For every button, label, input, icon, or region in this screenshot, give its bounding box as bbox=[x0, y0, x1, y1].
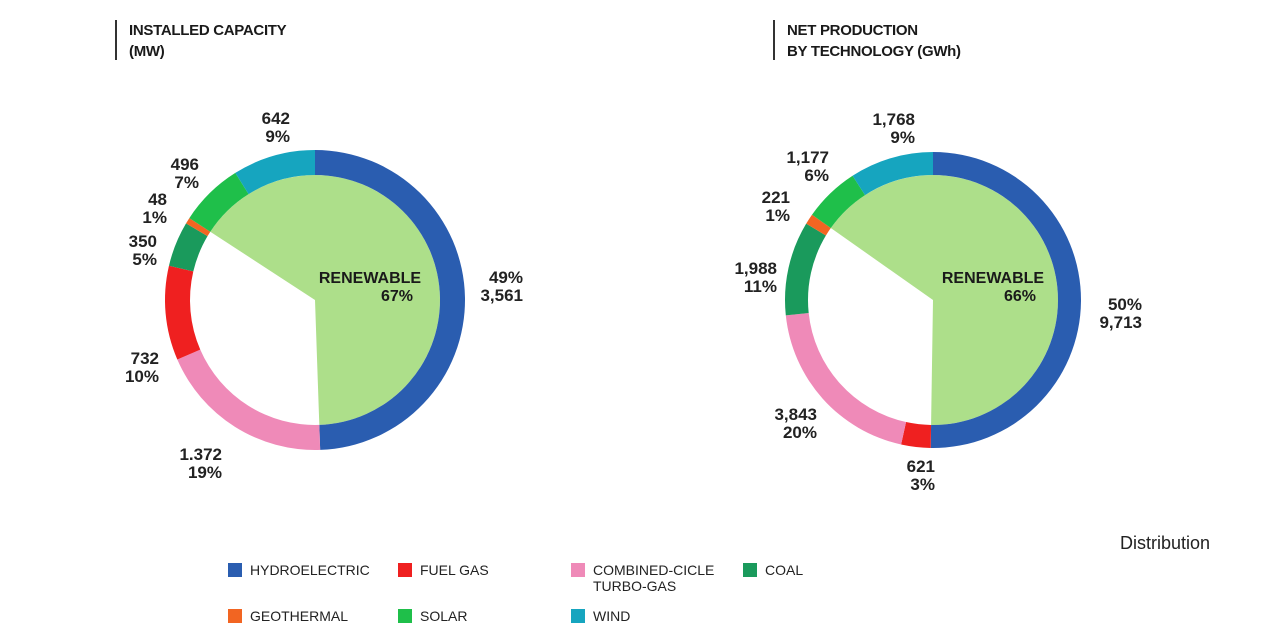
data-label-solar-percent: 7% bbox=[174, 173, 199, 192]
data-label-fuel-gas-value: 732 bbox=[131, 349, 159, 368]
ring-segment-hydroelectric bbox=[930, 152, 1081, 448]
legend-item-combined-cycle: COMBINED-CICLE TURBO-GAS bbox=[571, 562, 714, 594]
ring-segment-wind bbox=[235, 150, 315, 195]
legend-swatch bbox=[228, 563, 242, 577]
renewable-center-label: RENEWABLE bbox=[319, 270, 422, 287]
net-production-title-line1: NET PRODUCTION bbox=[787, 22, 918, 39]
renewable-center-value: 66% bbox=[1004, 288, 1036, 305]
data-label-coal-value: 350 bbox=[129, 232, 157, 251]
legend-swatch bbox=[398, 563, 412, 577]
renewable-center-value: 67% bbox=[381, 288, 413, 305]
data-label-geothermal-percent: 1% bbox=[142, 208, 167, 227]
data-label-wind-percent: 9% bbox=[890, 128, 915, 147]
data-label-solar-percent: 6% bbox=[804, 166, 829, 185]
data-label-wind-value: 642 bbox=[262, 109, 290, 128]
data-label-geothermal-value: 48 bbox=[148, 190, 167, 209]
data-label-solar-value: 496 bbox=[171, 155, 199, 174]
data-label-hydroelectric-value: 9,713 bbox=[1099, 313, 1142, 332]
legend-label: COMBINED-CICLE TURBO-GAS bbox=[593, 562, 715, 594]
ring-segment-solar bbox=[189, 172, 249, 232]
ring-segment-coal bbox=[168, 223, 208, 272]
data-label-fuel-gas-percent: 10% bbox=[125, 367, 159, 386]
legend-item-solar: SOLAR bbox=[398, 608, 467, 624]
legend-item-hydroelectric: HYDROELECTRIC bbox=[228, 562, 370, 578]
installed-capacity-title: INSTALLED CAPACITY (MW) bbox=[115, 20, 287, 60]
data-label-combined-cycle-percent: 20% bbox=[783, 423, 817, 442]
legend-swatch bbox=[228, 609, 242, 623]
ring-segment-combined-cycle bbox=[785, 313, 907, 445]
net-production-title-line2: BY TECHNOLOGY (GWh) bbox=[787, 43, 961, 60]
ring-segment-geothermal bbox=[186, 218, 211, 237]
data-label-solar-value: 1,177 bbox=[786, 148, 829, 167]
data-label-hydroelectric-percent: 50% bbox=[1108, 295, 1142, 314]
installed-capacity-title-line2: (MW) bbox=[129, 43, 165, 60]
renewable-inner-sector bbox=[830, 175, 1058, 425]
legend-swatch bbox=[743, 563, 757, 577]
data-label-wind-percent: 9% bbox=[265, 127, 290, 146]
data-label-coal-percent: 11% bbox=[744, 277, 777, 296]
legend-label: SOLAR bbox=[420, 608, 468, 624]
ring-segment-fuel-gas bbox=[164, 265, 201, 360]
legend-swatch bbox=[571, 563, 585, 577]
data-label-combined-cycle-value: 1.372 bbox=[179, 445, 222, 464]
data-label-hydroelectric-value: 3,561 bbox=[480, 286, 523, 305]
legend-item-fuel-gas: FUEL GAS bbox=[398, 562, 489, 578]
legend-swatch bbox=[571, 609, 585, 623]
legend-label: WIND bbox=[593, 608, 631, 624]
renewable-center-label: RENEWABLE bbox=[942, 270, 1045, 287]
data-label-fuel-gas-value: 621 bbox=[907, 457, 935, 476]
ring-segment-hydroelectric bbox=[315, 150, 465, 450]
legend-swatch bbox=[398, 609, 412, 623]
installed-capacity-title-line1: INSTALLED CAPACITY bbox=[129, 22, 287, 39]
ring-segment-wind bbox=[852, 152, 933, 196]
data-label-wind-value: 1,768 bbox=[872, 110, 915, 129]
distribution-label: Distribution bbox=[1120, 533, 1211, 553]
renewable-inner-sector bbox=[210, 175, 440, 425]
net-production-title: NET PRODUCTION BY TECHNOLOGY (GWh) bbox=[773, 20, 961, 60]
legend-item-wind: WIND bbox=[571, 608, 630, 624]
legend-label: COAL bbox=[765, 562, 804, 578]
data-label-coal-percent: 5% bbox=[132, 250, 157, 269]
legend-label: GEOTHERMAL bbox=[250, 608, 349, 624]
legend-label: FUEL GAS bbox=[420, 562, 489, 578]
ring-segment-solar bbox=[811, 175, 866, 229]
data-label-combined-cycle-percent: 19% bbox=[188, 463, 222, 482]
data-label-hydroelectric-percent: 49% bbox=[489, 268, 523, 287]
legend-label: HYDROELECTRIC bbox=[250, 562, 370, 578]
legend-item-geothermal: GEOTHERMAL bbox=[228, 608, 348, 624]
data-label-fuel-gas-percent: 3% bbox=[910, 475, 935, 494]
data-label-geothermal-percent: 1% bbox=[765, 206, 790, 225]
ring-segment-geothermal bbox=[806, 214, 831, 236]
data-label-combined-cycle-value: 3,843 bbox=[774, 405, 817, 424]
data-label-geothermal-value: 221 bbox=[762, 188, 790, 207]
ring-segment-coal bbox=[785, 223, 826, 316]
legend-item-coal: COAL bbox=[743, 562, 803, 578]
data-label-coal-value: 1,988 bbox=[734, 259, 777, 278]
ring-segment-fuel-gas bbox=[901, 422, 932, 448]
ring-segment-combined-cycle bbox=[177, 349, 321, 450]
